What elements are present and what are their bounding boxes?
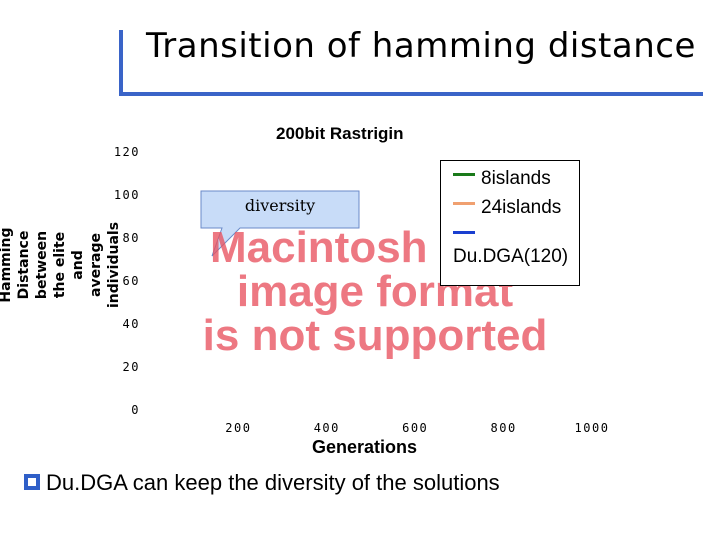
legend-label-24islands: 24islands <box>481 197 562 218</box>
legend-item-24islands: 24islands <box>453 198 561 218</box>
callout-text: diversity <box>244 196 316 215</box>
legend: 8islands 24islands Du.DGA(120) <box>440 160 580 286</box>
y-tick-label: 0 <box>131 403 140 417</box>
legend-item-8islands: 8islands <box>453 169 551 189</box>
square-bullet-icon <box>24 474 40 491</box>
legend-swatch-24islands <box>453 202 475 206</box>
x-tick-label: 400 <box>314 421 340 435</box>
x-tick-label: 200 <box>225 421 251 435</box>
y-tick-label: 20 <box>123 360 140 374</box>
bullet-item: Du.DGA can keep the diversity of the sol… <box>24 470 500 496</box>
legend-swatch-dudga <box>453 231 475 235</box>
x-tick-label: 600 <box>402 421 428 435</box>
x-tick-label: 1000 <box>575 421 610 435</box>
bullet-text: Du.DGA can keep the diversity of the sol… <box>46 470 500 495</box>
placeholder-line-3: is not supported <box>202 311 548 360</box>
y-tick-label: 100 <box>114 188 140 202</box>
slide-title: Transition of hamming distance <box>146 26 696 66</box>
title-accent-bar-vertical <box>119 30 123 96</box>
y-tick-label: 40 <box>123 317 140 331</box>
diversity-callout: diversity <box>200 190 360 270</box>
chart-title: 200bit Rastrigin <box>276 124 404 143</box>
y-tick-label: 120 <box>114 145 140 159</box>
x-axis-label: Generations <box>312 437 418 457</box>
y-tick-label: 80 <box>123 231 140 245</box>
legend-label-8islands: 8islands <box>481 168 551 189</box>
legend-item-dudga: Du.DGA(120) <box>453 227 573 267</box>
title-accent-bar-horizontal <box>119 92 703 96</box>
legend-label-dudga: Du.DGA(120) <box>453 246 569 267</box>
legend-swatch-8islands <box>453 173 475 177</box>
x-tick-label: 800 <box>491 421 517 435</box>
y-tick-label: 60 <box>123 274 140 288</box>
callout-shape <box>200 190 360 257</box>
